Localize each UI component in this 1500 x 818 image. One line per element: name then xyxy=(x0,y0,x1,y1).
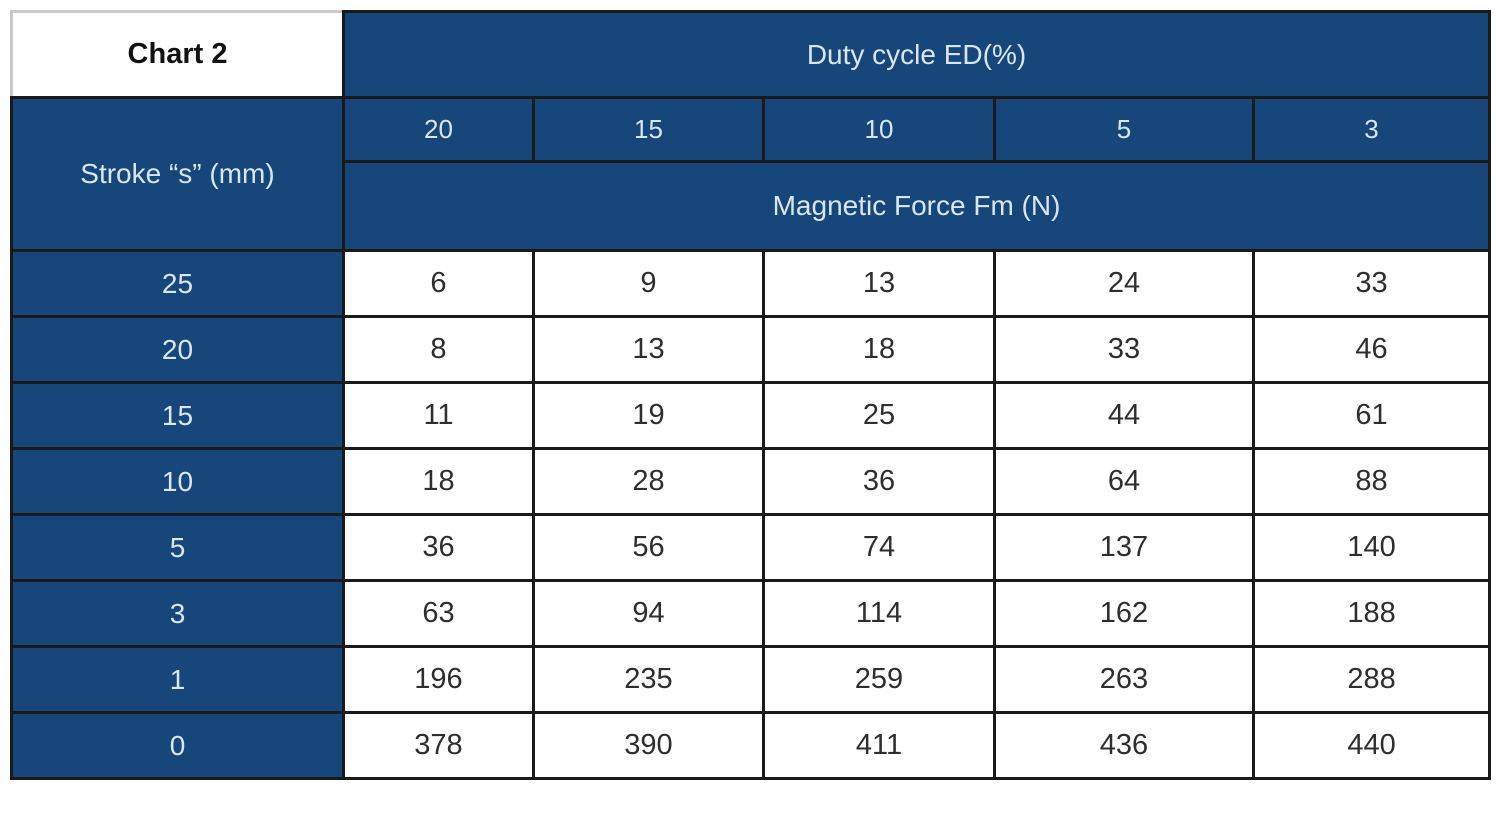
force-value-cell: 114 xyxy=(762,579,996,648)
force-value-cell: 74 xyxy=(762,513,996,582)
stroke-header-cell: 1 xyxy=(10,645,345,714)
force-value-cell: 64 xyxy=(993,447,1255,516)
table-row: 10 18 28 36 64 88 xyxy=(10,447,1492,516)
force-value-cell: 263 xyxy=(993,645,1255,714)
force-value-cell: 44 xyxy=(993,381,1255,450)
table-row: 1 196 235 259 263 288 xyxy=(10,645,1492,714)
force-value-cell: 259 xyxy=(762,645,996,714)
table-row: 3 63 94 114 162 188 xyxy=(10,579,1492,648)
force-value-cell: 235 xyxy=(532,645,765,714)
force-value-cell: 440 xyxy=(1251,711,1492,780)
stroke-header-cell: 20 xyxy=(10,315,345,384)
force-value-cell: 13 xyxy=(532,315,765,384)
force-value-cell: 140 xyxy=(1251,513,1492,582)
stroke-header-cell: 3 xyxy=(10,579,345,648)
stroke-header-cell: 15 xyxy=(10,381,345,450)
stroke-header-cell: 0 xyxy=(10,711,345,780)
force-value-cell: 8 xyxy=(342,315,535,384)
force-value-cell: 18 xyxy=(762,315,996,384)
stroke-header-cell: 10 xyxy=(10,447,345,516)
force-value-cell: 390 xyxy=(532,711,765,780)
force-value-cell: 56 xyxy=(532,513,765,582)
force-value-cell: 436 xyxy=(993,711,1255,780)
force-value-cell: 94 xyxy=(532,579,765,648)
magnetic-force-table: Chart 2 Duty cycle ED(%) Stroke “s” (mm)… xyxy=(10,10,1492,780)
table-row: 15 11 19 25 44 61 xyxy=(10,381,1492,450)
force-value-cell: 88 xyxy=(1251,447,1492,516)
force-value-cell: 6 xyxy=(342,249,535,318)
duty-cycle-col-header: 3 xyxy=(1251,96,1492,163)
force-value-cell: 33 xyxy=(1251,249,1492,318)
duty-cycle-col-header: 15 xyxy=(532,96,765,163)
duty-cycle-col-header: 5 xyxy=(993,96,1255,163)
stroke-header-cell: 5 xyxy=(10,513,345,582)
force-value-cell: 13 xyxy=(762,249,996,318)
table-row: 20 8 13 18 33 46 xyxy=(10,315,1492,384)
force-value-cell: 196 xyxy=(342,645,535,714)
force-value-cell: 9 xyxy=(532,249,765,318)
table-row: 5 36 56 74 137 140 xyxy=(10,513,1492,582)
stroke-group-header: Stroke “s” (mm) xyxy=(10,96,345,252)
force-value-cell: 378 xyxy=(342,711,535,780)
force-value-cell: 25 xyxy=(762,381,996,450)
force-value-cell: 33 xyxy=(993,315,1255,384)
stroke-header-cell: 25 xyxy=(10,249,345,318)
duty-cycle-col-header: 10 xyxy=(762,96,996,163)
force-value-cell: 46 xyxy=(1251,315,1492,384)
force-value-cell: 36 xyxy=(342,513,535,582)
force-value-cell: 11 xyxy=(342,381,535,450)
table-row: 25 6 9 13 24 33 xyxy=(10,249,1492,318)
chart2-table-container: Chart 2 Duty cycle ED(%) Stroke “s” (mm)… xyxy=(10,10,1492,780)
force-value-cell: 24 xyxy=(993,249,1255,318)
force-value-cell: 411 xyxy=(762,711,996,780)
table-row: 0 378 390 411 436 440 xyxy=(10,711,1492,780)
force-value-cell: 137 xyxy=(993,513,1255,582)
force-value-cell: 36 xyxy=(762,447,996,516)
magnetic-force-group-header: Magnetic Force Fm (N) xyxy=(341,160,1492,252)
force-value-cell: 18 xyxy=(342,447,535,516)
force-value-cell: 61 xyxy=(1251,381,1492,450)
force-value-cell: 63 xyxy=(342,579,535,648)
force-value-cell: 162 xyxy=(993,579,1255,648)
duty-cycle-col-header: 20 xyxy=(342,96,535,163)
force-value-cell: 188 xyxy=(1251,579,1492,648)
table-title: Chart 2 xyxy=(10,10,345,99)
duty-cycle-group-header: Duty cycle ED(%) xyxy=(341,10,1492,99)
force-value-cell: 19 xyxy=(532,381,765,450)
force-value-cell: 28 xyxy=(532,447,765,516)
force-value-cell: 288 xyxy=(1251,645,1492,714)
